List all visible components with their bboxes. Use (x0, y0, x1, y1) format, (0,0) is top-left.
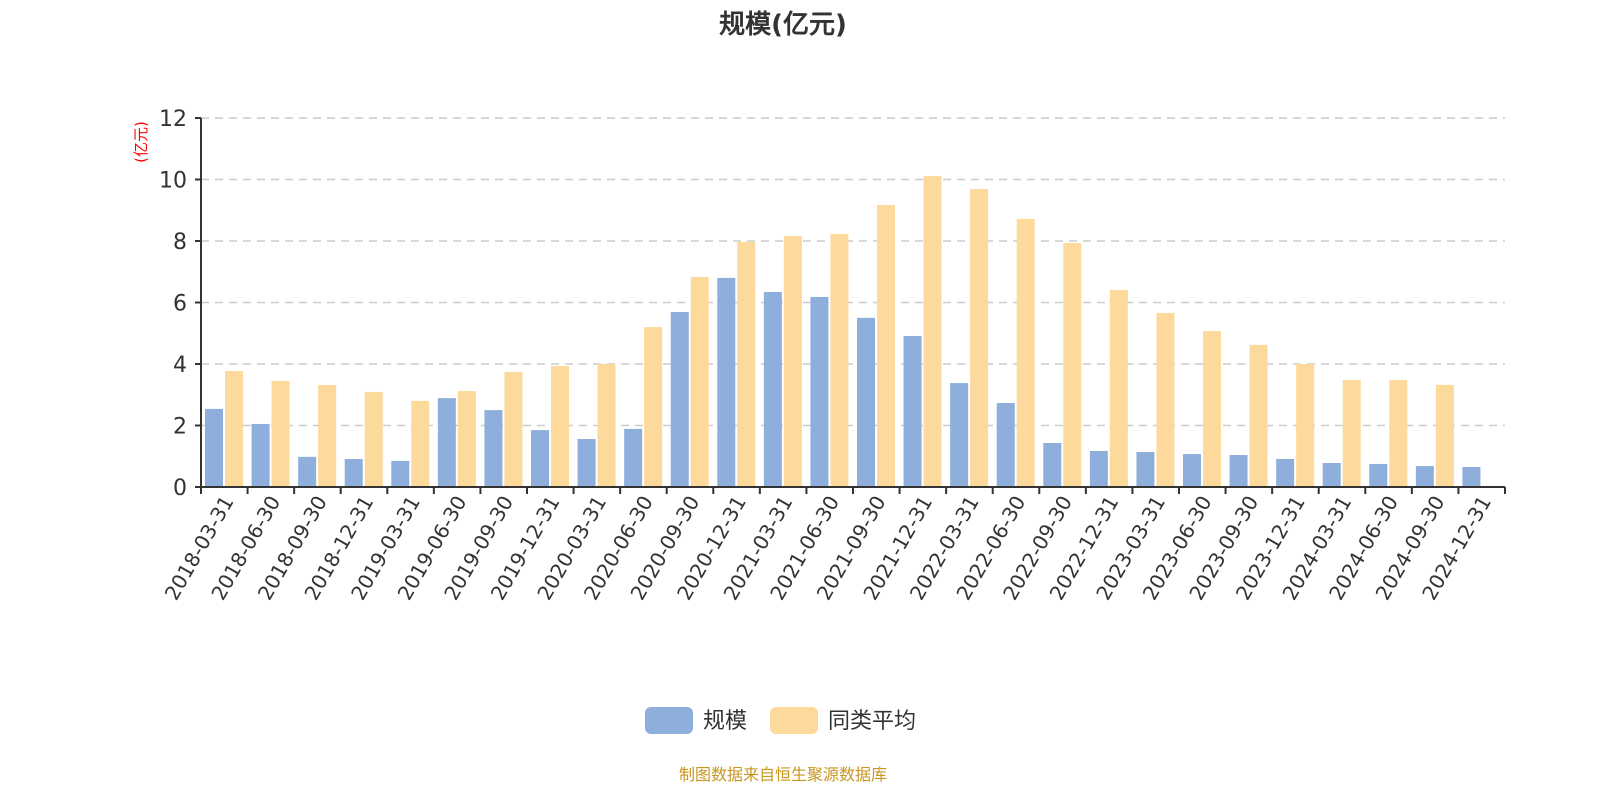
y-tick-label: 12 (159, 107, 187, 132)
bar-peer-average (225, 371, 243, 487)
bar-scale (903, 336, 922, 487)
bar-scale (298, 456, 317, 487)
bar-peer-average (783, 236, 802, 487)
y-tick-label: 2 (173, 415, 187, 440)
bar-peer-average (970, 189, 989, 487)
y-tick-label: 8 (173, 230, 187, 255)
bar-peer-average (737, 241, 756, 487)
bar-scale (717, 277, 736, 487)
bar-peer-average (830, 233, 849, 487)
bar-scale (391, 460, 410, 487)
y-tick-label: 0 (173, 476, 187, 501)
bar-peer-average (504, 371, 523, 487)
bar-scale (624, 428, 643, 487)
bar-scale (1369, 463, 1388, 487)
legend-swatch (770, 707, 818, 734)
y-tick-label: 10 (159, 169, 187, 194)
bar-peer-average (690, 276, 709, 487)
legend-label: 规模 (703, 709, 747, 734)
bar-scale (996, 403, 1015, 487)
y-axis-label: (亿元) (132, 121, 150, 163)
bar-scale (484, 410, 503, 487)
bar-scale (1322, 463, 1341, 487)
bar-scale (1276, 459, 1295, 487)
bar-peer-average (1249, 344, 1268, 487)
source-note: 制图数据来自恒生聚源数据库 (679, 765, 887, 784)
bar-peer-average (457, 391, 476, 487)
chart-title: 规模(亿元) (719, 10, 847, 40)
bar-peer-average (644, 327, 663, 487)
bar-scale (344, 459, 363, 487)
bar-peer-average (1063, 243, 1082, 487)
bar-peer-average (923, 176, 942, 487)
bar-peer-average (1342, 379, 1361, 487)
bar-peer-average (1109, 289, 1128, 487)
bar-scale (577, 439, 596, 487)
bar-peer-average (1389, 379, 1408, 487)
bar-scale (857, 317, 875, 487)
bar-scale (205, 408, 223, 487)
bar-scale (437, 398, 456, 487)
bar-peer-average (1435, 384, 1454, 487)
legend-swatch (645, 707, 693, 734)
bar-scale (670, 312, 689, 487)
bar-peer-average (318, 384, 337, 487)
bar-scale (1043, 443, 1062, 487)
legend-label: 同类平均 (828, 709, 916, 734)
bar-peer-average (1203, 331, 1221, 487)
bar-scale (950, 383, 969, 487)
bar-scale (531, 430, 549, 487)
bar-scale (1462, 467, 1481, 487)
bar-scale (1089, 451, 1108, 487)
bar-peer-average (1296, 364, 1315, 487)
bar-peer-average (551, 366, 569, 487)
bar-scale (810, 296, 829, 487)
bar-peer-average (411, 400, 430, 487)
bar-scale (251, 423, 270, 487)
bar-scale (763, 292, 782, 487)
bar-peer-average (271, 380, 290, 487)
bar-peer-average (877, 205, 895, 487)
bar-peer-average (364, 391, 383, 487)
y-tick-label: 4 (173, 353, 187, 378)
bar-peer-average (1156, 312, 1175, 487)
y-tick-label: 6 (173, 292, 187, 317)
bar-scale (1229, 455, 1248, 487)
bar-scale (1415, 466, 1434, 487)
bar-scale (1136, 451, 1155, 487)
bar-peer-average (597, 364, 616, 487)
bar-peer-average (1016, 218, 1035, 488)
bar-scale (1183, 454, 1201, 487)
